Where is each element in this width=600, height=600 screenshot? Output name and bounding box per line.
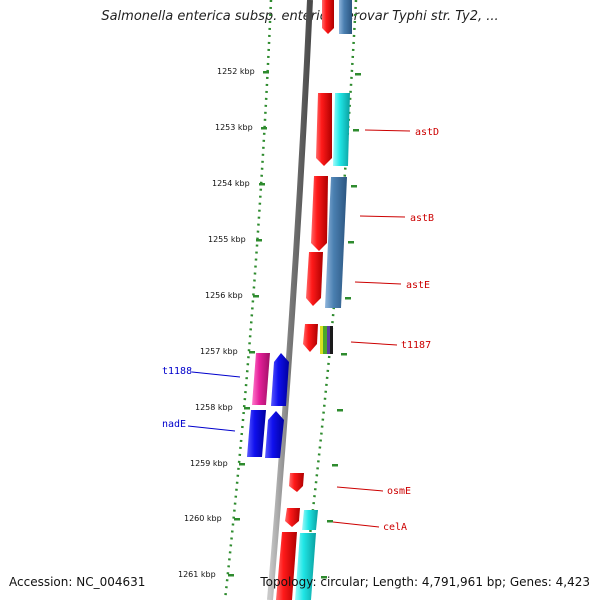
gene-arrow-astB-steel (325, 177, 347, 308)
leader-astB (359, 215, 406, 218)
tick-label: 1256 kbp (205, 291, 243, 300)
gene-arrow-astE-red (306, 252, 323, 306)
gene-arrow-t1188-blue (271, 353, 289, 406)
gene-arrow-astB-red (311, 176, 328, 251)
inner-ticks (228, 71, 269, 577)
tick-label: 1257 kbp (200, 347, 238, 356)
gene-arrow-nadE-blue-right (265, 411, 284, 458)
topology-label: Topology: circular; Length: 4,791,961 bp… (260, 575, 590, 589)
gene-arrow-top-red (322, 0, 334, 34)
reverse-strand-genes (247, 353, 289, 458)
gene-label-osmE: osmE (387, 486, 411, 497)
inner-dotted-guide (223, 0, 273, 600)
gene-arrow-osmE-red (289, 473, 304, 492)
leader-t1187 (350, 341, 398, 346)
gene-arrow-astD-red (316, 93, 332, 166)
tick-label: 1255 kbp (208, 235, 246, 244)
genome-backbone (267, 0, 313, 600)
tick-label: 1260 kbp (184, 514, 222, 523)
leader-nadE (187, 425, 236, 432)
leader-celA (332, 521, 380, 528)
tick-label: 1261 kbp (178, 570, 216, 579)
tick-label: 1253 kbp (215, 123, 253, 132)
kbp-tick-labels: 1252 kbp 1253 kbp 1254 kbp 1255 kbp 1256… (178, 67, 255, 579)
outer-ticks (321, 73, 361, 579)
outer-dotted-guide (300, 0, 358, 600)
leader-astD (364, 129, 411, 132)
gene-t1187-stripe-purple (327, 326, 330, 354)
leader-osmE (336, 486, 384, 492)
gene-arrow-celA-cyan (302, 510, 318, 530)
tick-label: 1252 kbp (217, 67, 255, 76)
forward-strand-genes (276, 0, 352, 600)
accession-label: Accession: NC_004631 (9, 575, 146, 589)
gene-label-astD: astD (415, 127, 439, 138)
gene-arrow-top-steel (339, 0, 352, 34)
tick-label: 1254 kbp (212, 179, 250, 188)
gene-label-t1188: t1188 (162, 366, 192, 377)
gene-labels: astD astB astE t1187 t1188 nadE osmE cel… (162, 127, 439, 533)
gene-label-celA: celA (383, 522, 407, 533)
gene-label-astE: astE (406, 280, 430, 291)
tick-label: 1258 kbp (195, 403, 233, 412)
gene-t1187-stripe-black (330, 326, 333, 354)
gene-t1187-stripe-green (323, 326, 327, 354)
gene-arrow-celA-red (285, 508, 300, 527)
gene-label-nadE: nadE (162, 419, 186, 430)
tick-label: 1259 kbp (190, 459, 228, 468)
gene-arrow-t1187-red (303, 324, 318, 352)
dotted-guides (223, 0, 358, 600)
label-leaders (187, 129, 411, 528)
gene-arrow-t1188-magenta (252, 353, 270, 405)
leader-astE (354, 281, 402, 285)
gene-arrow-bottom-cyan (295, 533, 316, 600)
gene-label-astB: astB (410, 213, 434, 224)
leader-t1188 (191, 371, 241, 378)
gene-arrow-nadE-blue-left (247, 410, 266, 457)
gene-arrow-astD-cyan (333, 93, 350, 166)
gene-t1187-stripe-yellow (320, 326, 323, 354)
gene-label-t1187: t1187 (401, 340, 431, 351)
gene-arrow-bottom-red (276, 532, 297, 600)
genome-title: Salmonella enterica subsp. enterica sero… (101, 9, 499, 24)
